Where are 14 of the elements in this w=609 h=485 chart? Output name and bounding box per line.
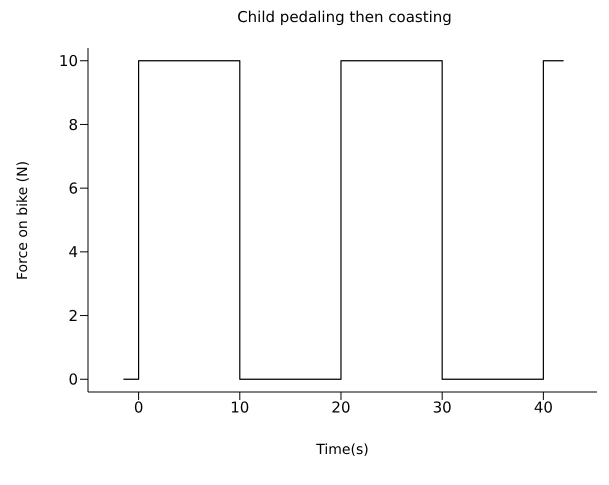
y-tick-label: 0 xyxy=(68,370,78,389)
y-tick-label: 2 xyxy=(68,306,78,325)
x-tick-label: 20 xyxy=(331,398,351,417)
x-tick-label: 0 xyxy=(134,398,144,417)
y-tick-label: 8 xyxy=(68,116,78,134)
x-axis-title: Time(s) xyxy=(315,442,369,458)
y-axis-title: Force on bike (N) xyxy=(14,160,31,280)
y-tick-label: 10 xyxy=(58,52,78,70)
x-tick-label: 40 xyxy=(534,398,553,417)
x-tick-label: 10 xyxy=(230,398,250,417)
chart-title: Child pedaling then coasting xyxy=(236,8,453,28)
y-tick-label: 4 xyxy=(68,243,78,262)
x-tick-label: 30 xyxy=(432,398,452,417)
y-tick-label: 6 xyxy=(68,179,78,198)
